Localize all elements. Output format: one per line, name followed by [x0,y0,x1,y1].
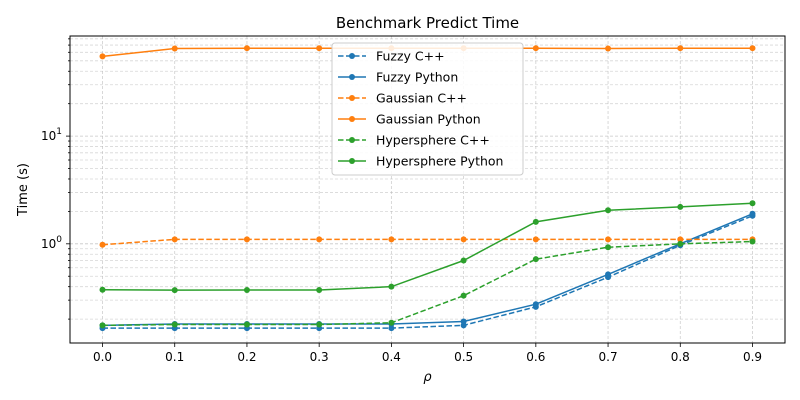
series-line [102,202,753,291]
legend-marker [349,53,355,59]
data-point [460,257,467,264]
legend-marker [349,74,355,80]
data-point [532,256,539,263]
series-hypersphere-python [99,200,756,294]
data-point [532,236,539,243]
data-point [532,218,539,225]
legend-label: Hypersphere C++ [376,133,490,148]
legend-label: Gaussian C++ [376,91,467,106]
data-point [388,236,395,243]
series-line [102,240,753,327]
legend-item: Gaussian C++ [338,91,467,106]
data-point [677,203,684,210]
x-tick-label: 0.0 [93,350,112,364]
data-point [605,271,612,278]
legend-marker [349,158,355,164]
legend-item: Hypersphere C++ [338,133,490,148]
legend-item: Hypersphere Python [338,154,503,169]
data-point [243,286,250,293]
data-point [243,321,250,328]
legend-label: Hypersphere Python [376,154,503,169]
data-point [171,236,178,243]
data-point [99,241,106,248]
legend-label: Fuzzy C++ [376,49,445,64]
legend-item: Fuzzy Python [338,70,458,85]
x-tick-label: 0.9 [743,350,762,364]
data-point [532,301,539,308]
data-point [532,45,539,52]
data-point [171,287,178,294]
legend-marker [349,95,355,101]
data-point [316,286,323,293]
data-point [243,45,250,52]
series-line [102,238,753,246]
y-axis: 100 101 [41,38,70,320]
legend-label: Gaussian Python [376,112,481,127]
series-gaussian-c- [99,236,756,248]
data-point [749,238,756,245]
data-point [460,236,467,243]
data-point [677,236,684,243]
data-point [749,210,756,217]
x-tick-label: 0.1 [165,350,184,364]
data-point [749,45,756,52]
x-tick-label: 0.7 [599,350,618,364]
data-point [388,283,395,290]
data-point [99,286,106,293]
x-tick-label: 0.8 [671,350,690,364]
data-point [316,321,323,328]
legend-box [331,42,524,176]
series-layer [99,45,756,332]
data-point [460,318,467,325]
x-tick-label: 0.2 [237,350,256,364]
chart-title: Benchmark Predict Time [336,14,519,32]
x-tick-label: 0.6 [526,350,545,364]
legend-item: Gaussian Python [338,112,481,127]
y-axis-label: Time (s) [16,163,31,217]
data-point [171,321,178,328]
plot-frame [69,35,786,344]
x-tick-label: 0.3 [310,350,329,364]
series-line [102,215,753,329]
y-tick-label: 101 [41,127,62,143]
legend-label: Fuzzy Python [376,70,458,85]
legend-marker [349,137,355,143]
legend-item: Fuzzy C++ [338,49,445,64]
data-point [677,240,684,247]
data-point [171,45,178,52]
y-tick-label: 100 [41,235,62,251]
x-tick-label: 0.5 [454,350,473,364]
series-hypersphere-c- [99,238,756,329]
legend: Fuzzy C++ Fuzzy Python Gaussian C++ Gaussia… [331,42,524,176]
legend-marker [349,116,355,122]
data-point [605,244,612,251]
data-point [749,200,756,207]
x-tick-label: 0.4 [382,350,401,364]
x-axis: 0.0 0.1 0.2 0.3 0.4 0.5 0.6 0.7 0.8 0.9 [93,343,762,364]
data-point [605,236,612,243]
data-point [460,292,467,299]
data-point [99,53,106,60]
data-point [605,207,612,214]
data-point [388,319,395,326]
data-point [316,45,323,52]
data-point [99,322,106,329]
data-point [316,236,323,243]
data-point [243,236,250,243]
data-point [605,45,612,52]
data-point [677,45,684,52]
x-axis-label: ρ [423,370,432,385]
